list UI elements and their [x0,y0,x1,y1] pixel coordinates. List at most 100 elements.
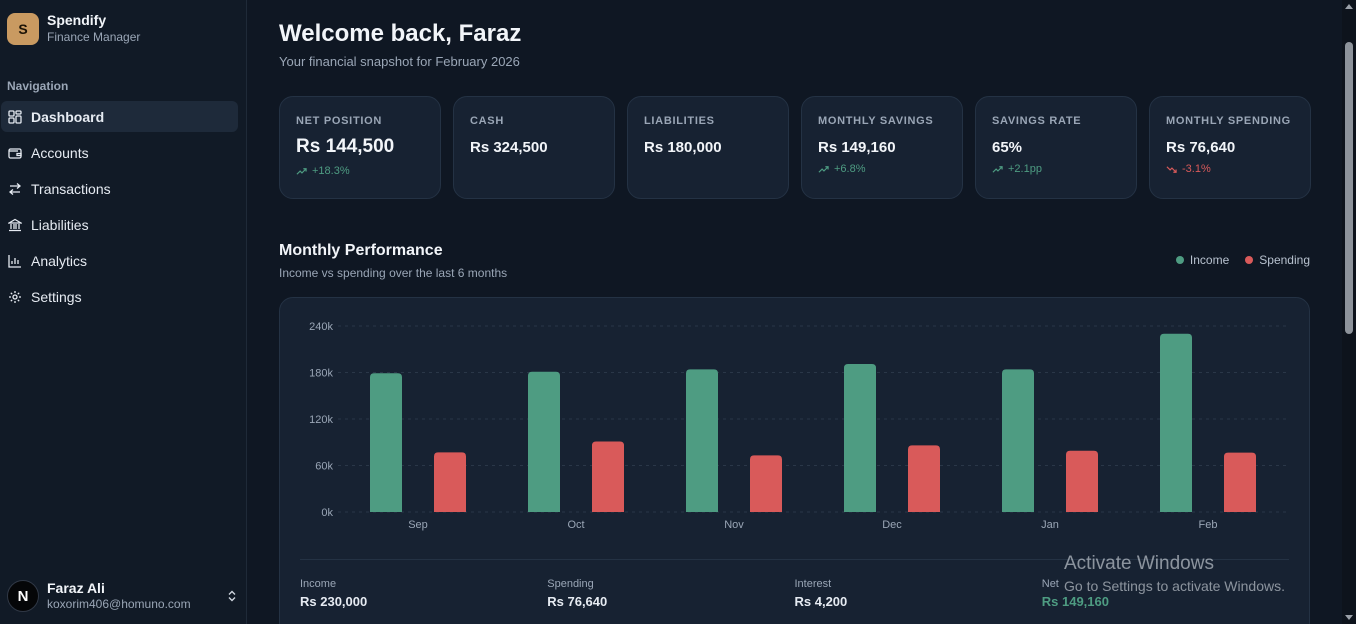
section-subtitle: Income vs spending over the last 6 month… [279,266,508,280]
scroll-down-arrow[interactable] [1345,615,1353,620]
spending-bar [908,445,940,512]
y-tick-label: 0k [321,507,333,519]
sidebar-item-liabilities[interactable]: Liabilities [1,209,238,240]
stat-value: Rs 180,000 [644,139,722,156]
legend-dot [1245,256,1254,264]
brand[interactable]: S Spendify Finance Manager [7,12,140,45]
stat-label: NET POSITION [296,115,383,127]
page-scrollbar[interactable] [1342,0,1356,624]
dashboard-icon [8,109,22,124]
user-menu[interactable]: N Faraz Ali koxorim406@homuno.com [7,575,239,617]
summary-label: Income [300,578,337,590]
stat-label: MONTHLY SPENDING [1166,115,1291,127]
y-tick-label: 120k [309,414,333,426]
stat-delta-text: -3.1% [1182,163,1211,175]
legend-item-income: Income [1175,253,1230,267]
income-bar [370,373,402,512]
user-name: Faraz Ali [47,580,105,596]
x-tick-label: Dec [882,519,902,531]
chart-card: 0k 60k 120k 180k 240k Sep Oct Nov Dec Jan Feb Inco… [279,297,1310,624]
gear-icon [9,290,21,303]
trend-up-icon [296,167,307,175]
sidebar-item-transactions[interactable]: Transactions [1,173,238,204]
legend-label: Spending [1259,253,1310,267]
stat-value: 65% [992,139,1023,156]
sidebar-item-label: Settings [31,288,82,305]
stat-value: Rs 76,640 [1166,139,1236,156]
sidebar-item-label: Dashboard [31,108,105,125]
y-tick-label: 60k [315,461,333,473]
sidebar-item-label: Liabilities [31,216,89,233]
sidebar-item-label: Analytics [31,252,88,269]
spending-bar [592,441,624,512]
stat-cards: NET POSITION Rs 144,500 +18.3% CASH Rs 3… [279,96,1311,199]
chevron-up-down-icon[interactable] [225,589,239,603]
scroll-up-arrow[interactable] [1345,4,1353,9]
sidebar-item-settings[interactable]: Settings [1,281,238,312]
stat-card-savings-rate: SAVINGS RATE 65% +2.1pp [975,96,1137,199]
stat-value: Rs 324,500 [470,139,548,156]
summary-value: Rs 149,160 [1041,594,1109,609]
stat-card-liabilities: LIABILITIES Rs 180,000 [627,96,789,199]
stat-value: Rs 144,500 [296,136,395,157]
sidebar-item-label: Transactions [31,180,111,197]
wallet-icon [8,147,22,159]
summary-value: Rs 76,640 [547,594,608,609]
sidebar-item-label: Accounts [31,144,89,161]
stat-card-cash: CASH Rs 324,500 [453,96,615,199]
income-bar [1160,333,1192,512]
summary-value: Rs 4,200 [794,594,848,609]
brand-subtitle: Finance Manager [47,30,141,44]
stat-delta: +18.3% [296,165,424,177]
x-tick-label: Oct [567,519,584,531]
stat-label: SAVINGS RATE [992,115,1082,127]
summary-interest: Interest Rs 4,200 [795,578,1042,609]
trend-up-icon [818,165,829,173]
income-bar [844,363,876,512]
y-tick-label: 180k [309,368,333,380]
summary-spending: Spending Rs 76,640 [547,578,794,609]
sidebar-item-accounts[interactable]: Accounts [1,137,238,168]
page-title: Welcome back, Faraz [279,20,522,47]
chart-legend: Income Spending [1160,253,1310,267]
x-tick-label: Sep [408,519,428,531]
stat-delta-text: +2.1pp [1008,163,1042,175]
x-tick-label: Jan [1041,519,1059,531]
spending-bar [1224,452,1256,512]
stat-label: LIABILITIES [644,115,715,127]
chart-summary: Income Rs 230,000 Spending Rs 76,640 Int… [300,559,1289,609]
arrows-swap-icon [8,182,22,195]
page-subtitle: Your financial snapshot for February 202… [279,54,520,69]
summary-income: Income Rs 230,000 [300,578,547,609]
sidebar-item-dashboard[interactable]: Dashboard [1,101,238,132]
y-tick-label: 240k [309,321,333,333]
stat-label: CASH [470,115,504,127]
stat-delta-text: +18.3% [312,165,350,177]
legend-label: Income [1189,253,1230,267]
income-bar [686,369,718,512]
summary-label: Interest [794,578,832,590]
legend-dot [1175,256,1184,264]
scroll-thumb[interactable] [1345,42,1353,334]
stat-card-monthly-savings: MONTHLY SAVINGS Rs 149,160 +6.8% [801,96,963,199]
spending-bar [1066,450,1098,512]
spending-bar [434,452,466,512]
stat-card-monthly-spending: MONTHLY SPENDING Rs 76,640 -3.1% [1149,96,1311,199]
income-bar [528,371,560,512]
income-bar [1002,369,1034,512]
sidebar-item-analytics[interactable]: Analytics [1,245,238,276]
bank-icon [8,218,22,231]
sidebar-nav: Dashboard Accounts Transactions Liabilit… [0,101,246,317]
user-email: koxorim406@homuno.com [47,597,191,611]
section-title: Monthly Performance [279,242,443,259]
legend-item-spending: Spending [1245,253,1310,267]
summary-value: Rs 230,000 [300,594,368,609]
stat-label: MONTHLY SAVINGS [818,115,934,127]
summary-label: Spending [547,578,594,590]
stat-delta: -3.1% [1166,163,1294,175]
spending-bar [750,455,782,512]
stat-delta: +2.1pp [992,163,1120,175]
bar-chart-icon [8,254,21,268]
nav-heading: Navigation [7,79,69,93]
sidebar: S Spendify Finance Manager Navigation Da… [0,0,247,624]
